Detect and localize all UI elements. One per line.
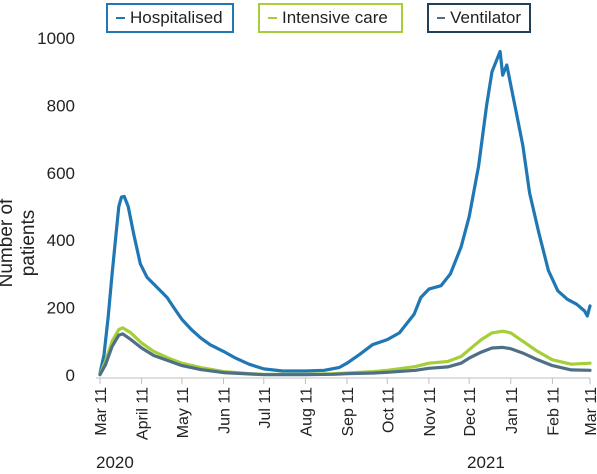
y-tick-label: 200 bbox=[47, 299, 75, 318]
x-tick-label: Jan 11 bbox=[504, 387, 521, 434]
legend-item-intensive-care: Intensive care bbox=[258, 3, 403, 33]
series-lines bbox=[98, 49, 592, 377]
legend-label-ventilator: Ventilator bbox=[450, 8, 521, 27]
series-line-ventilator bbox=[98, 332, 592, 377]
y-tick-label: 400 bbox=[47, 231, 75, 250]
legend-swatch-intensive-care bbox=[268, 17, 277, 19]
y-axis-label: Number of patients bbox=[0, 198, 39, 288]
x-tick-label: Jul 11 bbox=[257, 387, 274, 429]
x-tick-label: Sep 11 bbox=[340, 387, 357, 437]
y-tick-label: 600 bbox=[47, 164, 75, 183]
y-tick-label: 0 bbox=[66, 366, 75, 385]
x-tick-label: Nov 11 bbox=[422, 387, 439, 437]
x-tick-label: May 11 bbox=[175, 387, 192, 438]
series-line-hospitalised bbox=[98, 49, 592, 375]
x-tick-label: Feb 11 bbox=[545, 387, 562, 436]
y-tick-label: 1000 bbox=[37, 29, 75, 48]
legend-swatch-hospitalised bbox=[116, 17, 125, 19]
x-tick-label: Mar 11 bbox=[583, 387, 597, 436]
legend-label-hospitalised: Hospitalised bbox=[130, 8, 223, 27]
legend-swatch-ventilator bbox=[437, 17, 446, 19]
x-tick-label: Aug 11 bbox=[298, 387, 315, 437]
legend-label-intensive-care: Intensive care bbox=[282, 8, 388, 27]
x-tick-label: Mar 11 bbox=[93, 387, 110, 436]
year-label-2021: 2021 bbox=[467, 453, 505, 472]
legend-item-hospitalised: Hospitalised bbox=[106, 3, 234, 33]
axes: 0 200 400 600 800 1000 Mar 11 April 11 May 11 Jun… bbox=[37, 29, 597, 440]
x-tick-label: Dec 11 bbox=[462, 387, 479, 437]
x-tick-label: Jun 11 bbox=[217, 387, 234, 434]
x-tick-label: Oct 11 bbox=[380, 387, 397, 433]
y-tick-label: 800 bbox=[47, 96, 75, 115]
legend-item-ventilator: Ventilator bbox=[427, 3, 531, 33]
year-label-2020: 2020 bbox=[96, 453, 134, 472]
x-tick-label: April 11 bbox=[135, 387, 152, 440]
